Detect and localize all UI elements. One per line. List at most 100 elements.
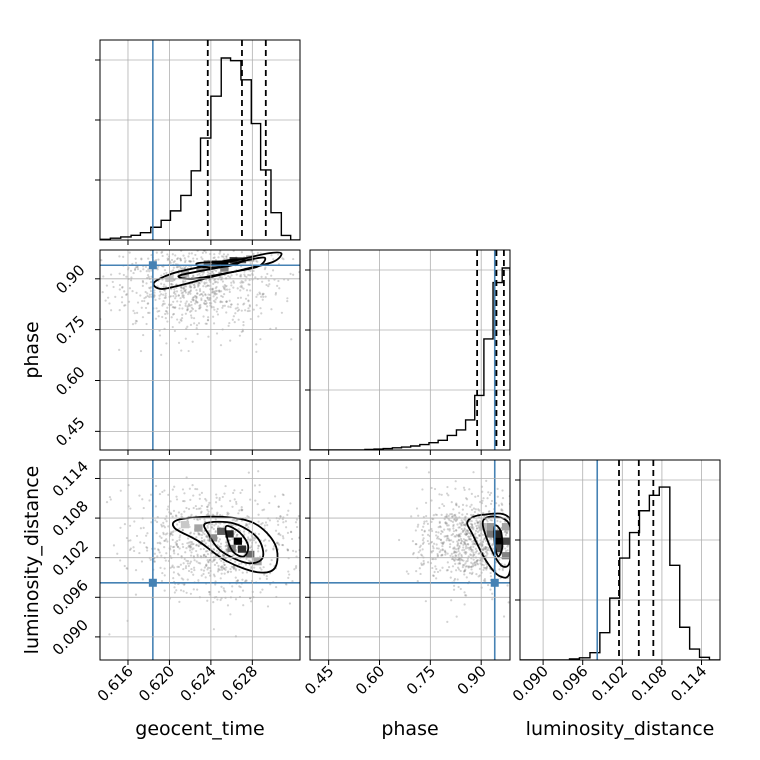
scatter-point bbox=[474, 508, 477, 511]
scatter-point bbox=[452, 530, 456, 533]
scatter-point bbox=[200, 297, 203, 300]
scatter-point bbox=[139, 541, 142, 544]
scatter-point bbox=[451, 565, 455, 568]
scatter-point bbox=[259, 566, 262, 569]
scatter-point bbox=[134, 261, 138, 264]
scatter-point bbox=[220, 255, 224, 258]
scatter-point bbox=[411, 540, 415, 543]
scatter-point bbox=[221, 554, 224, 557]
scatter-point bbox=[183, 492, 186, 495]
scatter-point bbox=[202, 315, 205, 318]
scatter-point bbox=[175, 589, 178, 592]
scatter-point bbox=[441, 541, 445, 544]
scatter-point bbox=[147, 257, 150, 260]
scatter-point bbox=[272, 258, 275, 261]
scatter-point bbox=[238, 563, 241, 566]
scatter-point bbox=[471, 526, 474, 529]
scatter-point bbox=[482, 568, 485, 571]
scatter-point bbox=[434, 513, 437, 516]
scatter-point bbox=[489, 588, 492, 591]
scatter-point bbox=[170, 258, 174, 262]
scatter-point bbox=[490, 538, 493, 541]
scatter-point bbox=[306, 500, 308, 502]
scatter-point bbox=[190, 306, 193, 309]
scatter-point bbox=[426, 522, 430, 526]
scatter-point bbox=[262, 566, 265, 569]
scatter-point bbox=[187, 544, 191, 547]
scatter-point bbox=[142, 229, 144, 231]
scatter-point bbox=[164, 317, 167, 320]
scatter-point bbox=[294, 566, 298, 569]
scatter-point bbox=[173, 329, 177, 333]
scatter-point bbox=[473, 561, 477, 564]
scatter-point bbox=[166, 508, 169, 511]
scatter-point bbox=[204, 497, 207, 501]
scatter-point bbox=[433, 570, 436, 574]
scatter-point bbox=[432, 574, 435, 577]
scatter-point bbox=[196, 555, 199, 558]
scatter-point bbox=[286, 300, 289, 303]
scatter-point bbox=[162, 293, 165, 296]
scatter-point bbox=[183, 261, 187, 264]
scatter-point bbox=[146, 532, 149, 535]
scatter-point bbox=[239, 289, 242, 292]
scatter-point bbox=[249, 546, 252, 549]
scatter-point bbox=[189, 543, 193, 546]
scatter-point bbox=[237, 296, 240, 300]
scatter-point bbox=[176, 545, 180, 549]
scatter-point bbox=[431, 549, 435, 553]
scatter-point bbox=[239, 585, 242, 589]
scatter-point bbox=[247, 559, 250, 562]
scatter-point bbox=[227, 275, 230, 278]
scatter-point bbox=[258, 577, 262, 580]
scatter-point bbox=[424, 600, 427, 603]
scatter-point bbox=[252, 539, 255, 542]
scatter-point bbox=[433, 487, 437, 491]
scatter-point bbox=[161, 254, 164, 258]
density-cell bbox=[494, 530, 502, 538]
scatter-point bbox=[162, 272, 166, 275]
scatter-point bbox=[164, 285, 167, 288]
density-cell bbox=[220, 265, 229, 272]
scatter-point bbox=[118, 283, 122, 287]
scatter-point bbox=[501, 569, 504, 572]
scatter-point bbox=[105, 284, 109, 287]
scatter-point bbox=[281, 518, 284, 521]
scatter-point bbox=[164, 559, 167, 562]
density-cell bbox=[203, 260, 212, 267]
scatter-point bbox=[484, 550, 487, 553]
scatter-point bbox=[215, 549, 218, 553]
scatter-point bbox=[450, 570, 453, 573]
scatter-point bbox=[444, 515, 447, 518]
scatter-point bbox=[216, 598, 219, 601]
scatter-point bbox=[431, 529, 434, 533]
scatter-point bbox=[453, 518, 456, 521]
scatter-point bbox=[188, 244, 190, 246]
scatter-point bbox=[197, 579, 200, 582]
scatter-point bbox=[422, 563, 425, 566]
scatter-point bbox=[230, 274, 233, 277]
scatter-point bbox=[189, 292, 192, 295]
scatter-point bbox=[481, 543, 484, 546]
scatter-point bbox=[199, 293, 203, 296]
scatter-point bbox=[446, 528, 449, 531]
scatter-point bbox=[169, 531, 173, 534]
scatter-point bbox=[144, 244, 146, 246]
scatter-point bbox=[457, 535, 460, 538]
scatter-point bbox=[208, 591, 212, 594]
scatter-point bbox=[212, 272, 215, 275]
scatter-point bbox=[503, 520, 507, 523]
scatter-point bbox=[135, 534, 139, 538]
scatter-point bbox=[436, 570, 440, 574]
scatter-point bbox=[422, 541, 425, 544]
scatter-point bbox=[461, 540, 464, 543]
scatter-point bbox=[277, 279, 280, 283]
scatter-point bbox=[215, 561, 219, 564]
scatter-point bbox=[499, 520, 502, 523]
scatter-point bbox=[199, 507, 202, 510]
scatter-point bbox=[461, 503, 465, 506]
scatter-point bbox=[456, 523, 459, 526]
scatter-point bbox=[211, 287, 215, 290]
scatter-point bbox=[451, 555, 454, 558]
scatter-point bbox=[182, 286, 186, 289]
